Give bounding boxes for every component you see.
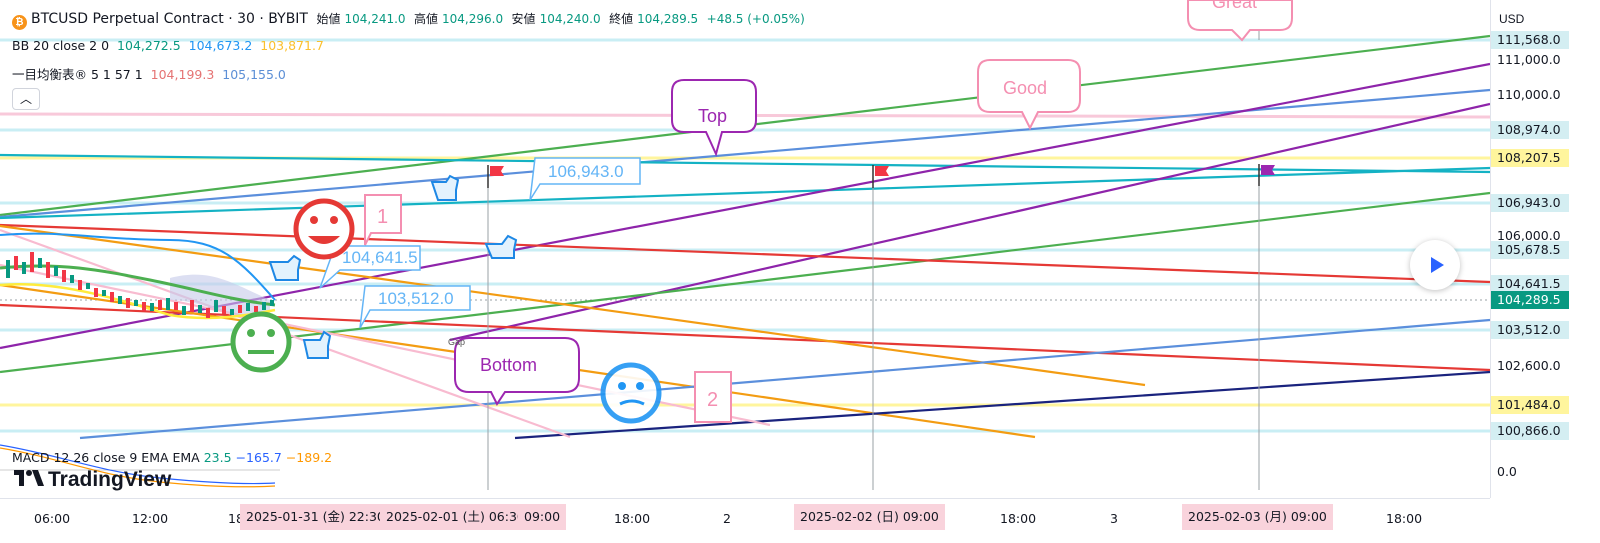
bb-value-3: 103,871.7: [260, 38, 324, 53]
macd-legend[interactable]: MACD 12 26 close 9 EMA EMA 23.5 −165.7 −…: [12, 450, 332, 465]
annotation-texts: Top Good Great Bottom 1 2 106,943.0 104,…: [342, 0, 1257, 411]
neutral-face-icon[interactable]: [230, 311, 292, 373]
flag-icon[interactable]: [487, 164, 1275, 188]
candlesticks: [6, 252, 274, 318]
collapse-legend-button[interactable]: ︿: [12, 88, 40, 110]
price-tag: 105,678.5: [1491, 241, 1569, 259]
price-note-3: 103,512.0: [378, 289, 454, 308]
price-tag: 108,207.5: [1491, 149, 1569, 167]
price-tag: 108,974.0: [1491, 121, 1569, 139]
logo-text: TradingView: [48, 468, 172, 491]
ichimoku-value-1: 104,199.3: [150, 67, 215, 82]
macd-histogram: [0, 444, 280, 488]
time-label: 06:00: [34, 511, 71, 526]
macd-value-3: −189.2: [285, 450, 333, 465]
time-label: 18:00: [1000, 511, 1037, 526]
price-tag: 100,866.0: [1491, 422, 1569, 440]
high-value: 104,296.0: [442, 12, 504, 26]
ichimoku-name: 一目均衡表® 5 1 57 1: [12, 67, 143, 82]
callout-bottom: Bottom: [480, 355, 537, 375]
horizontal-lines: [0, 38, 1490, 433]
bb-name: BB 20 close 2 0: [12, 38, 110, 53]
time-tag: 2025-02-02 (日) 09:00: [794, 504, 945, 530]
ichimoku-cloud: [0, 232, 276, 320]
callout-bubbles[interactable]: [319, 0, 1293, 423]
gap-label: Gap: [448, 337, 465, 347]
chevron-up-icon: ︿: [19, 92, 32, 106]
callout-top: Top: [698, 106, 727, 126]
price-note-1: 106,943.0: [548, 162, 624, 181]
price-tag: 106,943.0: [1491, 194, 1569, 212]
low-label: 安値: [511, 12, 536, 26]
time-tag: 09:00: [518, 504, 567, 530]
time-label: 3: [1110, 511, 1118, 526]
pointing-hand-icon[interactable]: [268, 174, 518, 359]
low-value: 104,240.0: [539, 12, 601, 26]
price-tag: 104,641.5: [1491, 275, 1569, 293]
time-label: 2: [723, 511, 731, 526]
tradingview-logo[interactable]: TradingView: [14, 468, 171, 492]
price-label: 0.0: [1497, 464, 1517, 479]
bb-value-2: 104,673.2: [188, 38, 253, 53]
symbol-header[interactable]: ₿ BTCUSD Perpetual Contract · 30 · BYBIT …: [12, 10, 809, 30]
bb-legend[interactable]: BB 20 close 2 0 104,272.5 104,673.2 103,…: [12, 38, 328, 53]
tradingview-logo-icon: [14, 470, 44, 491]
open-label: 始値: [316, 12, 341, 26]
time-label: 18:00: [614, 511, 651, 526]
price-axis[interactable]: USD 111,000.0 110,000.0 106,000.0 102,60…: [1490, 0, 1600, 498]
time-axis[interactable]: 06:00 12:00 18:00 18:00 2 18:00 3 18:00 …: [0, 498, 1490, 543]
price-note-2: 104,641.5: [342, 248, 418, 267]
price-label: 106,000.0: [1497, 228, 1561, 243]
time-label: 18:00: [1386, 511, 1423, 526]
high-label: 高値: [414, 12, 439, 26]
macd-name: MACD 12 26 close 9 EMA EMA: [12, 450, 200, 465]
close-value: 104,289.5: [637, 12, 699, 26]
macd-value-1: 23.5: [203, 450, 232, 465]
time-label: 12:00: [132, 511, 169, 526]
scroll-to-realtime-button[interactable]: [1410, 240, 1460, 290]
time-tag: 2025-02-03 (月) 09:00: [1182, 504, 1333, 530]
price-label: 110,000.0: [1497, 87, 1561, 102]
callout-good: Good: [1003, 78, 1047, 98]
price-label: 111,000.0: [1497, 52, 1561, 67]
number-1: 1: [377, 206, 388, 228]
smiley-face-icon[interactable]: [293, 198, 355, 260]
currency-label[interactable]: USD: [1499, 12, 1525, 26]
bitcoin-icon: ₿: [12, 15, 27, 30]
vertical-markers: [487, 0, 1260, 490]
price-chart[interactable]: Top Good Great Bottom 1 2 106,943.0 104,…: [0, 0, 1490, 490]
time-tag: 2025-02-01 (土) 06:30: [380, 504, 531, 530]
macd-value-2: −165.7: [235, 450, 282, 465]
open-value: 104,241.0: [344, 12, 406, 26]
ichimoku-value-2: 105,155.0: [222, 67, 286, 82]
ichimoku-legend[interactable]: 一目均衡表® 5 1 57 1 104,199.3 105,155.0: [12, 64, 290, 83]
current-price-tag: 104,289.5: [1491, 291, 1569, 309]
price-tag: 101,484.0: [1491, 396, 1569, 414]
time-tag: 2025-01-31 (金) 22:30: [240, 504, 391, 530]
confused-face-icon[interactable]: [600, 362, 662, 424]
symbol-name: BTCUSD Perpetual Contract · 30 · BYBIT: [31, 11, 308, 27]
callout-great: Great: [1212, 0, 1257, 12]
close-label: 終値: [609, 12, 634, 26]
change-value: +48.5 (+0.05%): [706, 12, 805, 26]
bb-value-1: 104,272.5: [117, 38, 181, 53]
price-tag: 103,512.0: [1491, 321, 1569, 339]
number-2: 2: [707, 389, 718, 411]
price-tag: 111,568.0: [1491, 31, 1569, 49]
price-label: 102,600.0: [1497, 358, 1561, 373]
